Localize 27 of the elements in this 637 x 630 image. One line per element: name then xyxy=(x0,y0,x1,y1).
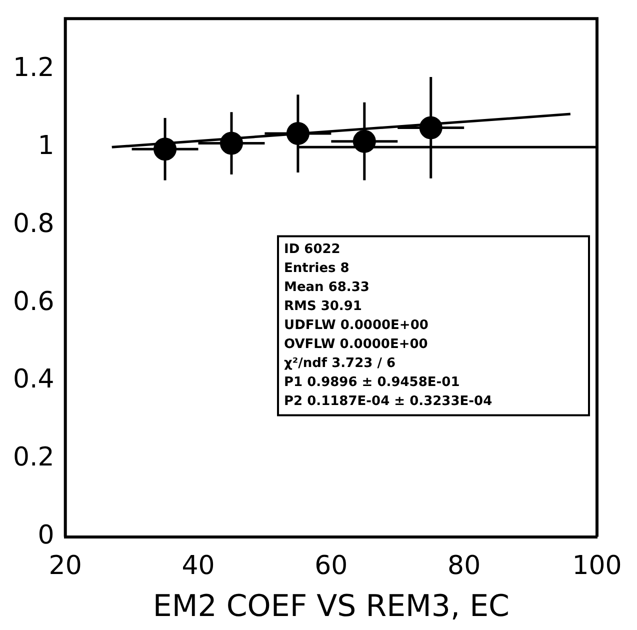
point xyxy=(286,122,310,146)
annotation: RMS 30.91 xyxy=(284,299,362,314)
annotation: OVFLW 0.0000E+00 xyxy=(284,337,428,352)
x-axis-title: EM2 COEF VS REM3, EC xyxy=(152,588,510,624)
annotation: ID 6022 xyxy=(284,242,340,258)
x-tick-label: 60 xyxy=(314,551,348,582)
y-tick-label: 0.2 xyxy=(12,442,54,473)
y-tick-label: 0.6 xyxy=(12,286,54,317)
annotation: Mean 68.33 xyxy=(284,280,370,296)
y-tick-label: 0.8 xyxy=(12,208,54,239)
point xyxy=(220,132,243,155)
point xyxy=(352,130,376,153)
annotation: Entries 8 xyxy=(284,261,350,276)
annotation: χ²/ndf 3.723 / 6 xyxy=(284,356,396,372)
x-tick-label: 20 xyxy=(48,551,82,582)
y-tick-label: 1 xyxy=(38,130,54,161)
annotation: UDFLW 0.0000E+00 xyxy=(284,318,428,334)
x-tick-label: 100 xyxy=(572,551,622,582)
y-tick-label: 0.4 xyxy=(12,364,54,395)
x-tick-label: 40 xyxy=(182,551,215,582)
y-tick-label: 1.2 xyxy=(12,53,54,83)
annotation: P1 0.9896 ± 0.9458E-01 xyxy=(284,375,460,390)
point xyxy=(154,138,177,161)
annotation: P2 0.1187E-04 ± 0.3233E-04 xyxy=(284,394,492,410)
x-tick-label: 80 xyxy=(448,551,481,582)
y-tick-label: 0 xyxy=(38,520,54,551)
point xyxy=(419,116,442,140)
